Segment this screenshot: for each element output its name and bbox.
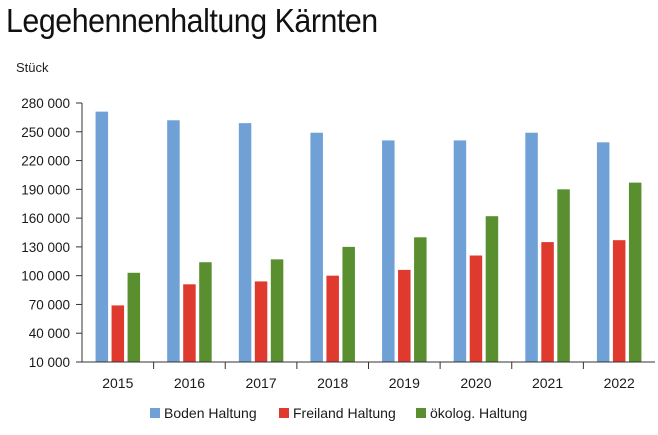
bar-ökolog-haltung-2022 bbox=[628, 182, 642, 362]
x-tick-label: 2016 bbox=[174, 375, 205, 391]
x-tick-label: 2019 bbox=[389, 375, 420, 391]
bar-ökolog-haltung-2015 bbox=[127, 272, 141, 362]
chart-title: Legehennenhaltung Kärnten bbox=[6, 2, 378, 39]
x-tick-label: 2022 bbox=[604, 375, 635, 391]
bar-ökolog-haltung-2016 bbox=[199, 262, 212, 362]
x-tick-label: 2020 bbox=[460, 375, 491, 391]
axes bbox=[81, 103, 655, 363]
bar-ökolog-haltung-2019 bbox=[414, 237, 427, 362]
bar-boden-haltung-2018 bbox=[310, 132, 323, 362]
bar-ökolog-haltung-2018 bbox=[342, 246, 355, 362]
bar-ökolog-haltung-2020 bbox=[485, 216, 499, 362]
legend-label: Freiland Haltung bbox=[293, 405, 396, 421]
bar-freiland-haltung-2019 bbox=[398, 269, 411, 362]
legend-swatch bbox=[279, 408, 289, 418]
y-tick-label: 190 000 bbox=[21, 182, 70, 197]
bar-boden-haltung-2021 bbox=[525, 132, 538, 362]
x-tick-label: 2018 bbox=[317, 375, 348, 391]
x-tick-label: 2015 bbox=[102, 375, 133, 391]
bar-freiland-haltung-2016 bbox=[183, 284, 196, 362]
bar-boden-haltung-2022 bbox=[596, 142, 610, 362]
bar-boden-haltung-2015 bbox=[95, 111, 109, 362]
x-axis-category-dividers bbox=[153, 362, 584, 369]
legend-label: Boden Haltung bbox=[164, 405, 257, 421]
legend: Boden Haltung Freiland Haltung ökolog. Hal… bbox=[150, 405, 527, 421]
bar-boden-haltung-2016 bbox=[167, 120, 180, 363]
bar-freiland-haltung-2021 bbox=[541, 242, 554, 362]
legend-swatch bbox=[150, 408, 160, 418]
bar-boden-haltung-2019 bbox=[382, 140, 395, 362]
bar-ökolog-haltung-2021 bbox=[557, 189, 570, 362]
y-tick-label: 130 000 bbox=[21, 240, 70, 255]
bar-ökolog-haltung-2017 bbox=[270, 259, 284, 362]
x-tick-label: 2017 bbox=[245, 375, 276, 391]
y-tick-label: 280 000 bbox=[21, 96, 70, 111]
legend-label: ökolog. Haltung bbox=[430, 405, 527, 421]
y-tick-label: 40 000 bbox=[29, 326, 70, 341]
bar-freiland-haltung-2015 bbox=[111, 305, 125, 362]
bar-boden-haltung-2020 bbox=[453, 140, 467, 362]
legend-swatch bbox=[416, 408, 426, 418]
bar-freiland-haltung-2020 bbox=[469, 255, 483, 362]
y-tick-label: 100 000 bbox=[21, 269, 70, 284]
y-tick-label: 160 000 bbox=[21, 211, 70, 226]
bar-freiland-haltung-2017 bbox=[254, 281, 268, 362]
bar-boden-haltung-2017 bbox=[238, 123, 252, 363]
bar-freiland-haltung-2018 bbox=[326, 275, 339, 362]
y-tick-label: 70 000 bbox=[29, 297, 70, 312]
bar-freiland-haltung-2022 bbox=[612, 240, 626, 362]
y-tick-label: 250 000 bbox=[21, 125, 70, 140]
y-axis-unit-label: Stück bbox=[16, 60, 49, 75]
bar-series bbox=[95, 111, 642, 363]
x-axis-tick-labels: 2015 2016 2017 2018 2019 2020 2021 2022 bbox=[102, 375, 635, 391]
y-axis-ticks: 10 000 40 000 70 000 100 000 130 000 160 000 1… bbox=[21, 96, 82, 370]
y-tick-label: 220 000 bbox=[21, 154, 70, 169]
x-tick-label: 2021 bbox=[532, 375, 563, 391]
y-tick-label: 10 000 bbox=[29, 355, 70, 370]
